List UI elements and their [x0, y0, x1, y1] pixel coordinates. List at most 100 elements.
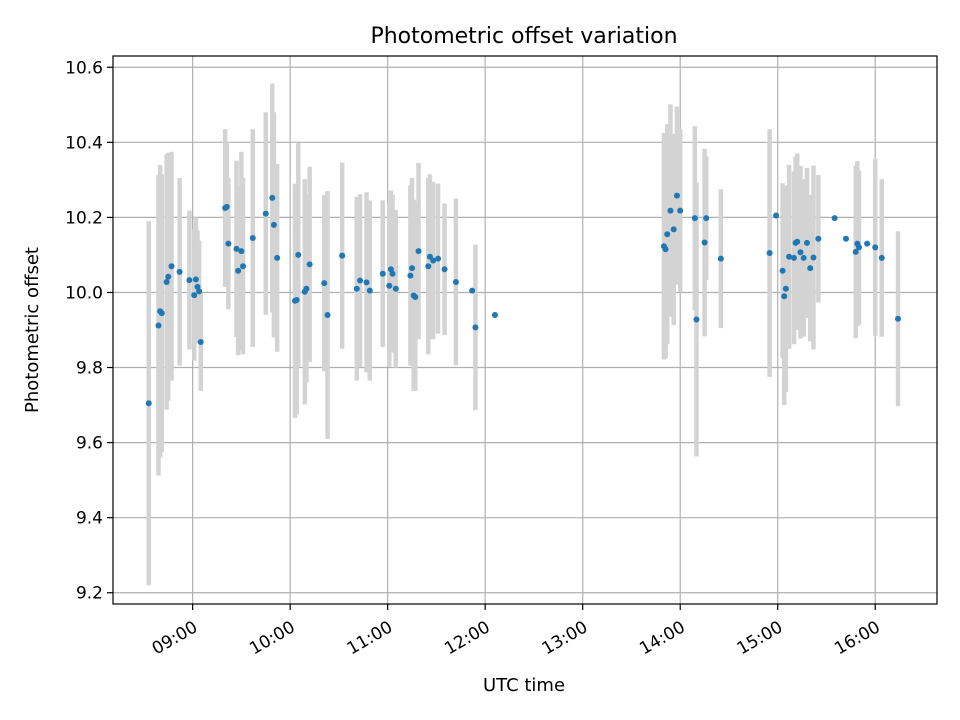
data-point — [677, 207, 684, 214]
data-point — [389, 270, 396, 277]
data-point — [274, 254, 281, 261]
data-point — [815, 235, 822, 242]
data-point — [701, 239, 708, 246]
data-point — [452, 278, 459, 285]
data-point — [691, 215, 698, 222]
data-point — [872, 244, 879, 251]
data-point — [409, 265, 416, 272]
data-point — [145, 400, 152, 407]
data-point — [392, 285, 399, 292]
data-point — [225, 240, 232, 247]
data-point — [673, 192, 680, 199]
data-point — [662, 246, 669, 253]
data-point — [163, 278, 170, 285]
data-points — [145, 192, 901, 407]
data-point — [670, 226, 677, 233]
y-tick-label: 10.2 — [65, 208, 103, 228]
data-point — [223, 203, 230, 210]
y-tick-label: 9.2 — [76, 584, 103, 604]
data-point — [766, 250, 773, 257]
data-point — [339, 252, 346, 259]
data-point — [782, 285, 789, 292]
data-point — [366, 287, 373, 294]
data-point — [168, 263, 175, 270]
data-point — [693, 316, 700, 323]
data-point — [430, 257, 437, 264]
data-point — [667, 207, 674, 214]
data-point — [852, 248, 859, 255]
chart-title: Photometric offset variation — [370, 24, 677, 49]
data-point — [155, 322, 162, 329]
data-point — [800, 254, 807, 261]
data-point — [717, 255, 724, 262]
data-point — [878, 254, 885, 261]
data-point — [269, 194, 276, 201]
data-point — [664, 231, 671, 238]
data-point — [412, 293, 419, 300]
data-point — [491, 311, 498, 318]
y-tick-label: 9.4 — [76, 509, 103, 529]
data-point — [295, 251, 302, 258]
data-point — [379, 270, 386, 277]
y-tick-label: 10.4 — [65, 133, 103, 153]
data-point — [790, 254, 797, 261]
data-point — [469, 287, 476, 294]
data-point — [235, 267, 242, 274]
data-point — [781, 293, 788, 300]
data-point — [165, 273, 172, 280]
data-point — [357, 277, 364, 284]
data-point — [363, 279, 370, 286]
data-point — [842, 235, 849, 242]
data-point — [353, 285, 360, 292]
data-point — [303, 285, 310, 292]
data-point — [779, 267, 786, 274]
x-axis-label: UTC time — [483, 675, 565, 696]
data-point — [894, 315, 901, 322]
data-point — [773, 212, 780, 219]
data-point — [191, 292, 198, 299]
data-point — [306, 261, 313, 268]
data-point — [441, 266, 448, 273]
data-point — [864, 240, 871, 247]
data-point — [807, 265, 814, 272]
y-tick-label: 9.8 — [76, 359, 103, 379]
data-point — [321, 280, 328, 287]
data-point — [794, 238, 801, 245]
data-point — [249, 235, 256, 242]
data-point — [194, 283, 201, 290]
plot-frame — [112, 55, 938, 605]
y-axis-ticks: 9.2 9.4 9.6 9.8 10.0 10.2 10.4 10.6 — [65, 58, 113, 604]
y-tick-label: 10.0 — [65, 283, 103, 303]
y-tick-label: 9.6 — [76, 434, 103, 454]
y-axis-label: Photometric offset — [22, 247, 43, 413]
data-point — [262, 210, 269, 217]
data-point — [240, 263, 247, 270]
data-point — [472, 324, 479, 331]
data-point — [387, 266, 394, 273]
data-point — [158, 310, 165, 317]
data-point — [786, 253, 793, 260]
data-point — [176, 268, 183, 275]
data-point — [270, 221, 277, 228]
data-point — [810, 254, 817, 261]
data-point — [324, 311, 331, 318]
data-point — [803, 239, 810, 246]
data-point — [703, 215, 710, 222]
y-tick-label: 10.6 — [65, 58, 103, 78]
data-point — [425, 263, 432, 270]
data-point — [855, 244, 862, 251]
data-point — [233, 245, 240, 252]
data-point — [415, 248, 422, 255]
data-point — [197, 339, 204, 346]
data-point — [831, 215, 838, 222]
data-point — [186, 277, 193, 284]
data-point — [797, 249, 804, 256]
data-point — [386, 282, 393, 289]
data-point — [407, 272, 414, 279]
data-point — [238, 248, 245, 255]
data-point — [192, 276, 199, 283]
data-point — [293, 296, 300, 303]
data-point — [435, 255, 442, 262]
